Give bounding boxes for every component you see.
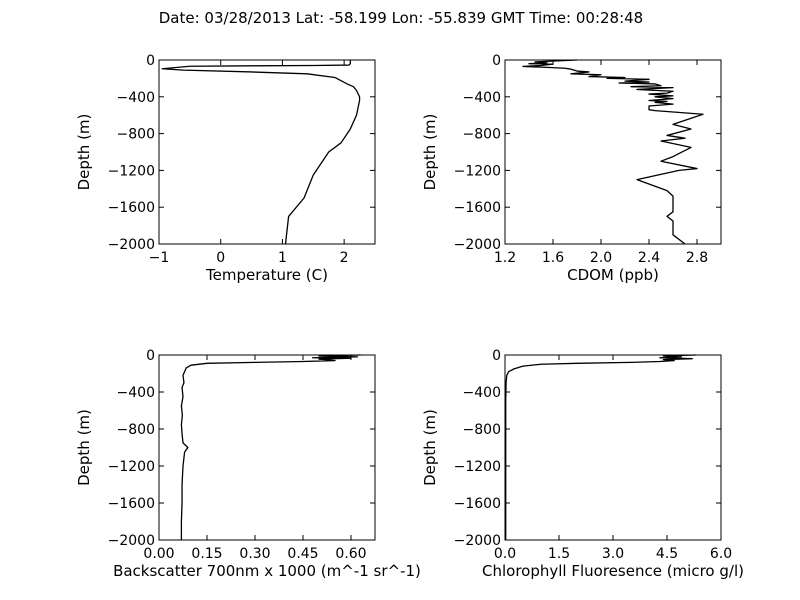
backscatter-y-tick-label: −1600 xyxy=(108,496,155,512)
temperature-y-tick-label: −800 xyxy=(117,127,155,143)
cdom-x-tick-label: 2.8 xyxy=(686,250,708,266)
backscatter-x-tick-label: 0.00 xyxy=(143,546,174,562)
cdom-x-axis-label: CDOM (ppb) xyxy=(567,266,659,284)
backscatter-chart: 0.00 0.15 0.30 0.45 0.60 0 −400 −800 −1200 −1600 −… xyxy=(75,348,421,580)
backscatter-y-tick-label: −400 xyxy=(117,385,155,401)
temperature-y-tick-label: −1200 xyxy=(108,163,155,179)
cdom-y-tick-label: −1200 xyxy=(454,163,501,179)
cdom-axes-frame xyxy=(504,59,722,245)
temperature-chart: −1 0 1 2 0 −400 −800 −1200 −1600 −2000 Temperature… xyxy=(75,53,376,284)
chlorophyll-x-tick-label: 4.5 xyxy=(656,546,678,562)
temperature-y-tick-label: −400 xyxy=(117,90,155,106)
cdom-y-tick-label: −400 xyxy=(463,90,501,106)
backscatter-y-tick-label: 0 xyxy=(146,348,155,364)
chlorophyll-x-tick-label: 6.0 xyxy=(710,546,732,562)
figure-title: Date: 03/28/2013 Lat: -58.199 Lon: -55.8… xyxy=(159,9,643,27)
chlorophyll-y-tick-label: −800 xyxy=(463,422,501,438)
chlorophyll-x-tick-label: 3.0 xyxy=(602,546,624,562)
temperature-x-tick-label: 2 xyxy=(340,250,349,266)
chlorophyll-x-tick-label: 0.0 xyxy=(494,546,516,562)
temperature-x-axis-label: Temperature (C) xyxy=(205,266,328,284)
temperature-x-tick-label: −1 xyxy=(149,250,170,266)
temperature-x-tick-label: 1 xyxy=(278,250,287,266)
cdom-x-tick-label: 2.0 xyxy=(590,250,612,266)
cdom-y-tick-label: 0 xyxy=(492,53,501,69)
chlorophyll-y-tick-label: 0 xyxy=(492,348,501,364)
chlorophyll-y-tick-label: −400 xyxy=(463,385,501,401)
backscatter-profile-line xyxy=(180,354,361,540)
chlorophyll-x-axis-label: Chlorophyll Fluoresence (micro g/l) xyxy=(482,562,744,580)
chlorophyll-y-axis-label: Depth (m) xyxy=(421,409,439,486)
temperature-axes-frame xyxy=(158,59,376,245)
backscatter-x-axis-label: Backscatter 700nm x 1000 (m^-1 sr^-1) xyxy=(113,562,421,580)
temperature-y-axis-label: Depth (m) xyxy=(75,114,93,191)
temperature-y-tick-label: −1600 xyxy=(108,200,155,216)
backscatter-x-tick-label: 0.45 xyxy=(287,546,318,562)
cdom-chart: 1.2 1.6 2.0 2.4 2.8 0 −400 −800 −1200 −1600 −2000 C… xyxy=(421,53,722,284)
backscatter-y-tick-label: −1200 xyxy=(108,459,155,475)
backscatter-x-tick-label: 0.30 xyxy=(239,546,270,562)
backscatter-x-tick-label: 0.60 xyxy=(335,546,366,562)
temperature-profile-line xyxy=(161,60,361,245)
cdom-profile-line xyxy=(522,59,704,245)
cdom-y-tick-label: −800 xyxy=(463,127,501,143)
chlorophyll-chart: 0.0 1.5 3.0 4.5 6.0 0 −400 −800 −1200 −1600 −2000 C… xyxy=(421,348,744,580)
temperature-y-tick-label: −2000 xyxy=(108,237,155,253)
backscatter-y-axis-label: Depth (m) xyxy=(75,409,93,486)
chlorophyll-y-tick-label: −1600 xyxy=(454,496,501,512)
backscatter-x-tick-label: 0.15 xyxy=(191,546,222,562)
chlorophyll-y-tick-label: −1200 xyxy=(454,459,501,475)
cdom-y-axis-label: Depth (m) xyxy=(421,114,439,191)
backscatter-axes-frame xyxy=(158,354,376,541)
cdom-y-tick-label: −2000 xyxy=(454,237,501,253)
cdom-x-tick-label: 1.2 xyxy=(494,250,516,266)
temperature-y-tick-label: 0 xyxy=(146,53,155,69)
backscatter-y-tick-label: −2000 xyxy=(108,533,155,549)
chlorophyll-x-tick-label: 1.5 xyxy=(548,546,570,562)
chlorophyll-y-tick-label: −2000 xyxy=(454,533,501,549)
backscatter-y-tick-label: −800 xyxy=(117,422,155,438)
cdom-y-tick-label: −1600 xyxy=(454,200,501,216)
cdom-x-tick-label: 2.4 xyxy=(638,250,660,266)
chlorophyll-profile-line xyxy=(505,354,696,540)
cdom-x-tick-label: 1.6 xyxy=(542,250,564,266)
temperature-x-tick-label: 0 xyxy=(216,250,225,266)
